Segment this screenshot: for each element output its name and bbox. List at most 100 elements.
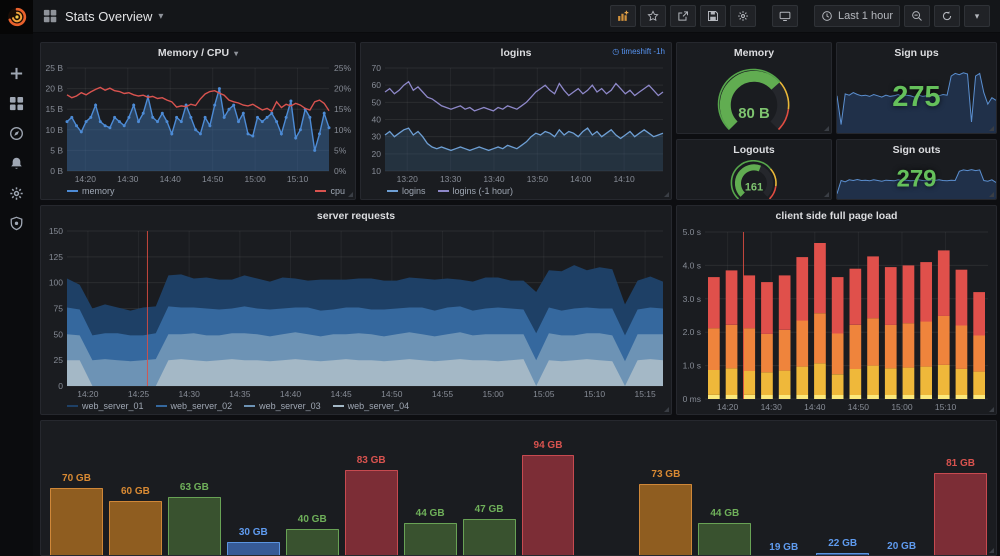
refresh-interval-dropdown[interactable]: ▾ <box>964 5 990 27</box>
bar[interactable] <box>521 455 575 555</box>
disk-bar-chart[interactable]: 70 GB 60 GB 63 GB 30 GB 40 GB 83 GB 44 GB 47 GB… <box>41 421 996 555</box>
svg-text:15:00: 15:00 <box>244 174 266 184</box>
panel-title[interactable]: client side full page load <box>775 210 898 222</box>
svg-text:50: 50 <box>54 329 64 339</box>
panel-header[interactable]: Memory / CPU ▾ <box>41 43 355 63</box>
svg-text:5.0 s: 5.0 s <box>683 227 701 237</box>
panel-server-requests: server requests 0 25 50 75 100 125 150 14:20 14:… <box>40 205 672 415</box>
zoom-out-button[interactable] <box>904 5 930 27</box>
star-button[interactable] <box>639 5 666 27</box>
bar-label: 63 GB <box>179 482 209 494</box>
panel-title[interactable]: Logouts <box>733 144 775 156</box>
svg-text:13:20: 13:20 <box>397 174 419 184</box>
timeshift-label: timeshift -1h <box>621 47 665 56</box>
refresh-button[interactable] <box>934 5 960 27</box>
bar-slot: 83 GB <box>342 421 401 555</box>
svg-text:14:40: 14:40 <box>804 402 826 412</box>
bar-label: 60 GB <box>120 486 150 498</box>
bar[interactable] <box>108 501 162 555</box>
bar-label: 83 GB <box>356 455 386 467</box>
chevron-down-icon[interactable]: ▾ <box>158 10 164 22</box>
bar[interactable] <box>226 542 280 555</box>
sign-outs-sparkline[interactable] <box>837 160 996 199</box>
share-button[interactable] <box>669 5 696 27</box>
add-panel-button[interactable] <box>609 5 636 27</box>
panel-logouts: Logouts 161 <box>676 139 832 200</box>
time-range-picker[interactable]: Last 1 hour <box>813 5 900 27</box>
panel-header[interactable]: logins ◷ timeshift -1h <box>361 43 671 63</box>
explore-icon[interactable] <box>7 124 27 142</box>
svg-text:25 B: 25 B <box>46 63 64 73</box>
bar-slot: 44 GB <box>695 421 754 555</box>
panel-header[interactable]: client side full page load <box>677 206 996 226</box>
bar[interactable] <box>344 470 398 555</box>
panel-title[interactable]: Sign outs <box>892 144 941 156</box>
svg-text:70: 70 <box>372 63 382 73</box>
bar-slot: 22 GB <box>813 421 872 555</box>
panel-title[interactable]: Sign ups <box>894 47 939 59</box>
legend-item[interactable]: cpu <box>315 186 345 196</box>
page-load-chart[interactable]: 0 ms 1.0 s 2.0 s 3.0 s 4.0 s 5.0 s 14:20 14:30 1… <box>677 226 996 414</box>
svg-text:25%: 25% <box>334 63 351 73</box>
memory-gauge[interactable]: 80 B <box>677 63 831 133</box>
panel-header[interactable]: Memory <box>677 43 831 63</box>
bar[interactable] <box>639 483 693 555</box>
configuration-icon[interactable] <box>7 184 27 202</box>
panel-title[interactable]: server requests <box>316 210 396 222</box>
svg-text:14:50: 14:50 <box>848 402 870 412</box>
grafana-logo[interactable] <box>0 0 33 34</box>
bar-slot: 40 GB <box>283 421 342 555</box>
panel-header[interactable]: Logouts <box>677 140 831 160</box>
timeshift-badge[interactable]: ◷ timeshift -1h <box>612 47 665 56</box>
svg-text:14:20: 14:20 <box>77 389 99 399</box>
panel-page-load: client side full page load 0 ms 1.0 s 2.0 … <box>676 205 997 415</box>
logins-chart[interactable]: 10 20 30 40 50 60 70 13:20 13:30 13:40 13:50 14:00 1… <box>361 63 671 185</box>
panel-title[interactable]: Memory <box>733 47 775 59</box>
panel-sign-outs: Sign outs 279 <box>836 139 997 200</box>
save-button[interactable] <box>699 5 726 27</box>
dashboards-icon[interactable] <box>7 94 27 112</box>
sign-ups-sparkline[interactable] <box>837 63 996 133</box>
settings-button[interactable] <box>729 5 756 27</box>
panel-title[interactable]: logins <box>500 47 532 59</box>
tv-mode-button[interactable] <box>771 5 798 27</box>
svg-text:80 B: 80 B <box>738 105 770 122</box>
legend-item[interactable]: logins <box>387 186 426 196</box>
bar[interactable] <box>816 553 870 555</box>
panel-header[interactable]: server requests <box>41 206 671 226</box>
panel-header[interactable]: Sign ups <box>837 43 996 63</box>
bar[interactable] <box>462 519 516 555</box>
server-requests-chart[interactable]: 0 25 50 75 100 125 150 14:20 14:25 14:30 14:35 14:4… <box>41 226 671 400</box>
svg-text:20: 20 <box>372 149 382 159</box>
legend-item[interactable]: memory <box>67 186 115 196</box>
sidebar-nav <box>0 64 33 232</box>
plus-icon[interactable] <box>7 64 27 82</box>
logouts-gauge[interactable]: 161 <box>677 160 831 199</box>
bar[interactable] <box>167 497 221 555</box>
panel-header[interactable]: Sign outs <box>837 140 996 160</box>
memory-cpu-chart[interactable]: 0 B 5 B 10 B 15 B 20 B 25 B 0% 5% 10% 15% 20% 25% 14… <box>41 63 355 185</box>
dashboard-title[interactable]: Stats Overview <box>65 8 153 24</box>
bar[interactable] <box>698 523 752 555</box>
bar-label: 81 GB <box>946 457 975 469</box>
bar[interactable] <box>285 528 339 555</box>
legend-item[interactable]: web_server_03 <box>244 401 321 411</box>
svg-text:60: 60 <box>372 80 382 90</box>
svg-text:15:10: 15:10 <box>287 174 309 184</box>
legend-item[interactable]: logins (-1 hour) <box>437 186 513 196</box>
legend-item[interactable]: web_server_04 <box>332 401 409 411</box>
bar-slot: 20 GB <box>872 421 931 555</box>
panel-title[interactable]: Memory / CPU <box>157 47 230 59</box>
legend-item[interactable]: web_server_02 <box>155 401 232 411</box>
svg-text:0: 0 <box>58 381 63 391</box>
bar-slot: 60 GB <box>106 421 165 555</box>
svg-text:15%: 15% <box>334 104 351 114</box>
alerting-icon[interactable] <box>7 154 27 172</box>
svg-text:14:25: 14:25 <box>128 389 150 399</box>
bar[interactable] <box>934 472 987 555</box>
legend-item[interactable]: web_server_01 <box>67 401 144 411</box>
shield-icon[interactable] <box>7 214 27 232</box>
bar[interactable] <box>403 523 457 555</box>
bar[interactable] <box>50 487 103 555</box>
svg-text:30: 30 <box>372 132 382 142</box>
